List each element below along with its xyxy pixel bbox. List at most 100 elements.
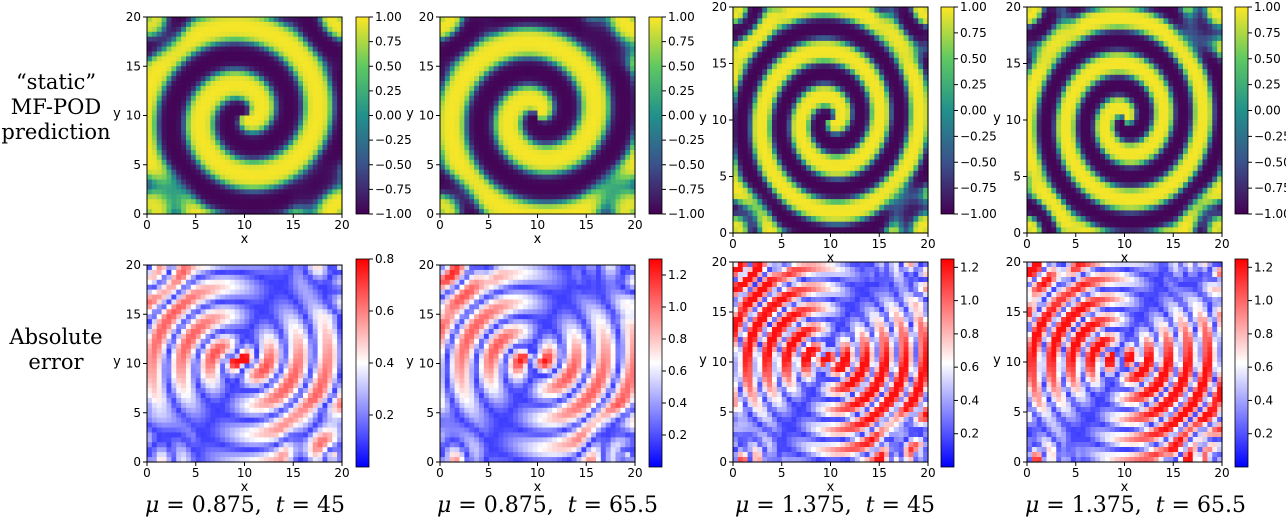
heatmap-cell [831, 13, 836, 19]
heatmap-cell [879, 80, 884, 86]
heatmap-cell [816, 216, 821, 222]
heatmap-cell [591, 175, 596, 181]
heatmap-cell [450, 47, 455, 53]
heatmap-cell [1027, 109, 1032, 115]
heatmap-cell [889, 131, 894, 137]
heatmap-cell [562, 120, 567, 126]
heatmap-cell [904, 143, 909, 149]
heatmap-cell [840, 35, 845, 41]
heatmap-cell [455, 56, 460, 62]
heatmap-cell [542, 199, 547, 205]
heatmap-cell [835, 182, 840, 188]
heatmap-cell [332, 204, 337, 210]
heatmap-cell [904, 69, 909, 75]
heatmap-cell [254, 101, 259, 107]
heatmap-cell [904, 75, 909, 81]
heatmap-cell [777, 47, 782, 53]
heatmap-cell [464, 204, 469, 210]
heatmap-cell [167, 32, 172, 38]
heatmap-cell [186, 96, 191, 102]
heatmap-cell [596, 160, 601, 166]
heatmap-cell [572, 180, 577, 186]
heatmap-cell [215, 145, 220, 151]
heatmap-cell [855, 24, 860, 30]
heatmap-cell [577, 204, 582, 210]
heatmap-cell [508, 86, 513, 92]
heatmap-cell [748, 126, 753, 132]
heatmap-cell [748, 64, 753, 70]
heatmap-cell [206, 91, 211, 97]
heatmap-cell [230, 51, 235, 57]
heatmap-cell [611, 165, 616, 171]
heatmap-cell [284, 135, 289, 141]
heatmap-cell [464, 106, 469, 112]
heatmap-cell [625, 130, 630, 136]
heatmap-cell [523, 91, 528, 97]
heatmap-cell [479, 101, 484, 107]
heatmap-cell [469, 125, 474, 131]
heatmap-cell [147, 76, 152, 82]
heatmap-cell [479, 204, 484, 210]
heatmap-cell [318, 165, 323, 171]
heatmap-cell [523, 180, 528, 186]
heatmap-cell [552, 71, 557, 77]
heatmap-cell [625, 135, 630, 141]
heatmap-cell [323, 194, 328, 200]
heatmap-cell [1027, 58, 1032, 64]
heatmap-cell [332, 125, 337, 131]
heatmap-cell [157, 51, 162, 57]
heatmap-cell [909, 35, 914, 41]
heatmap-cell [552, 180, 557, 186]
heatmap-cell [801, 92, 806, 98]
heatmap-cell [577, 81, 582, 87]
heatmap-cell [220, 145, 225, 151]
heatmap-cell [557, 81, 562, 87]
heatmap-cell [562, 111, 567, 117]
heatmap-cell [547, 130, 552, 136]
heatmap-cell [606, 194, 611, 200]
heatmap-cell [547, 106, 552, 112]
heatmap-cell [489, 32, 494, 38]
heatmap-cell [181, 106, 186, 112]
heatmap-cell [777, 216, 782, 222]
heatmap-cell [601, 37, 606, 43]
heatmap-cell [327, 17, 332, 23]
heatmap-cell [191, 71, 196, 77]
heatmap-cell [826, 210, 831, 216]
heatmap-cell [479, 184, 484, 190]
heatmap-cell [538, 140, 543, 146]
heatmap-cell [308, 160, 313, 166]
heatmap-cell [147, 184, 152, 190]
heatmap-cell [201, 155, 206, 161]
heatmap-cell [508, 37, 513, 43]
heatmap-cell [811, 80, 816, 86]
heatmap-cell [889, 160, 894, 166]
heatmap-cell [733, 92, 738, 98]
heatmap-cell [201, 66, 206, 72]
heatmap-cell [225, 165, 230, 171]
heatmap-cell [484, 66, 489, 72]
heatmap-cell [445, 125, 450, 131]
heatmap-cell [303, 101, 308, 107]
heatmap-cell [767, 109, 772, 115]
heatmap-cell [606, 135, 611, 141]
heatmap-cell [298, 17, 303, 23]
heatmap-cell [469, 66, 474, 72]
heatmap-cell [220, 37, 225, 43]
heatmap-cell [845, 69, 850, 75]
heatmap-cell [450, 135, 455, 141]
heatmap-cell [738, 109, 743, 115]
heatmap-cell [288, 145, 293, 151]
heatmap-cell [186, 175, 191, 181]
heatmap-cell [196, 135, 201, 141]
heatmap-cell [240, 47, 245, 53]
y-tick-label: 0 [133, 207, 141, 221]
heatmap-cell [874, 18, 879, 24]
heatmap-cell [332, 101, 337, 107]
heatmap-cell [913, 148, 918, 154]
heatmap-cell [220, 17, 225, 23]
heatmap-cell [479, 170, 484, 176]
heatmap-cell [884, 199, 889, 205]
heatmap-cell [845, 182, 850, 188]
heatmap-cell [821, 75, 826, 81]
